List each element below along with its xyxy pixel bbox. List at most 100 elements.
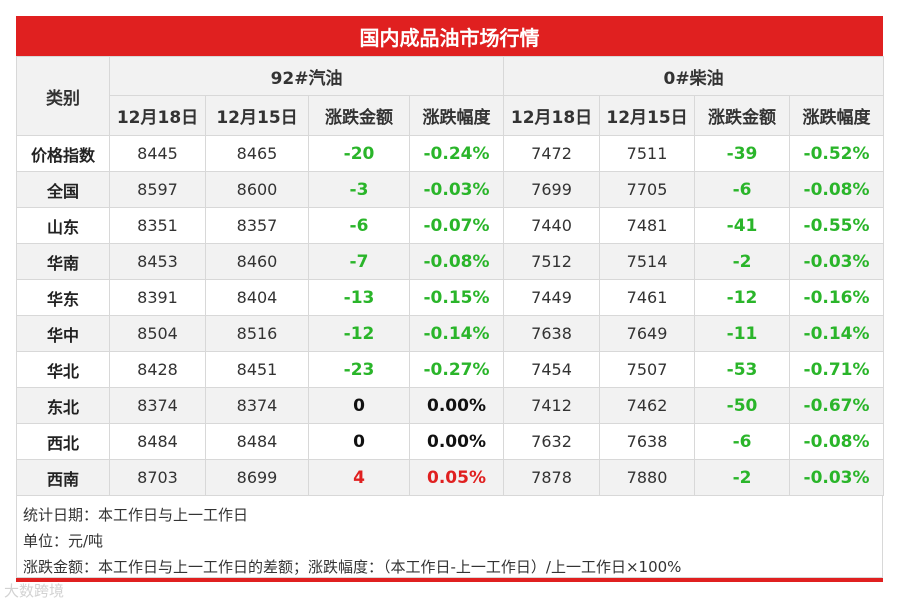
region-label: 华中 [16,315,110,352]
change-amount: -6 [694,171,791,208]
col-header: 12月18日 [503,95,601,136]
price-cell: 8374 [205,387,309,424]
change-percent: -0.55% [789,207,885,244]
change-percent: -0.16% [789,279,885,316]
region-label: 山东 [16,207,110,244]
price-cell: 7481 [599,207,696,244]
region-label: 西南 [16,459,110,496]
price-cell: 7699 [503,171,601,208]
change-percent: -0.03% [789,459,885,496]
table-row: 华南 8453 8460 -7 -0.08% 7512 7514 -2 -0.03% [16,243,885,280]
price-cell: 8484 [109,423,206,460]
price-cell: 7880 [599,459,696,496]
price-cell: 8374 [109,387,206,424]
change-percent: -0.03% [408,171,505,208]
price-cell: 8504 [109,315,206,352]
price-cell: 8404 [205,279,309,316]
change-amount: 0 [308,423,410,460]
change-percent: 0.05% [408,459,505,496]
change-percent: -0.03% [789,243,885,280]
change-amount: 0 [308,387,410,424]
price-cell: 8453 [109,243,206,280]
price-cell: 7705 [599,171,696,208]
price-cell: 7511 [599,135,696,172]
region-label: 西北 [16,423,110,460]
price-cell: 7638 [503,315,601,352]
price-cell: 8597 [109,171,206,208]
col-header: 涨跌金额 [694,95,791,136]
change-percent: -0.08% [789,171,885,208]
change-percent: -0.52% [789,135,885,172]
change-percent: -0.24% [408,135,505,172]
price-cell: 7412 [503,387,601,424]
table-title: 国内成品油市场行情 [16,16,883,56]
col-header: 涨跌金额 [308,95,410,136]
diesel-header: 0#柴油 [503,56,885,96]
region-label: 华北 [16,351,110,388]
region-label: 华南 [16,243,110,280]
price-cell: 8391 [109,279,206,316]
note-unit: 单位：元/吨 [23,532,104,550]
bottom-accent-line [16,578,883,582]
change-percent: -0.14% [408,315,505,352]
price-cell: 7461 [599,279,696,316]
price-cell: 8451 [205,351,309,388]
change-percent: -0.67% [789,387,885,424]
table-row: 山东 8351 8357 -6 -0.07% 7440 7481 -41 -0.55% [16,207,885,244]
region-label: 全国 [16,171,110,208]
price-cell: 8445 [109,135,206,172]
change-percent: 0.00% [408,387,505,424]
table-row: 华东 8391 8404 -13 -0.15% 7449 7461 -12 -0.16% [16,279,885,316]
price-cell: 8484 [205,423,309,460]
price-cell: 8703 [109,459,206,496]
price-cell: 7472 [503,135,601,172]
change-amount: -7 [308,243,410,280]
change-percent: -0.27% [408,351,505,388]
change-percent: -0.08% [789,423,885,460]
col-header: 12月15日 [599,95,696,136]
price-cell: 7649 [599,315,696,352]
price-cell: 8428 [109,351,206,388]
change-amount: -53 [694,351,791,388]
price-cell: 8357 [205,207,309,244]
price-cell: 7512 [503,243,601,280]
notes: 统计日期：本工作日与上一工作日 单位：元/吨 涨跌金额：本工作日与上一工作日的差… [16,496,883,578]
table-row: 西南 8703 8699 4 0.05% 7878 7880 -2 -0.03% [16,459,885,496]
note-date: 统计日期：本工作日与上一工作日 [23,506,249,524]
table-row: 西北 8484 8484 0 0.00% 7632 7638 -6 -0.08% [16,423,885,460]
change-amount: -3 [308,171,410,208]
col-header: 12月18日 [109,95,206,136]
table-row: 价格指数 8445 8465 -20 -0.24% 7472 7511 -39 -0.52% [16,135,885,172]
price-table: 类别 92#汽油 0#柴油 12月18日 12月15日 涨跌金额 涨跌幅度 12… [16,56,885,496]
change-amount: 4 [308,459,410,496]
change-percent: -0.07% [408,207,505,244]
change-amount: -20 [308,135,410,172]
watermark: 大数跨境 [4,582,65,600]
change-amount: -41 [694,207,791,244]
region-label: 东北 [16,387,110,424]
change-percent: 0.00% [408,423,505,460]
table-row: 全国 8597 8600 -3 -0.03% 7699 7705 -6 -0.08% [16,171,885,208]
change-amount: -50 [694,387,791,424]
price-cell: 8699 [205,459,309,496]
change-amount: -6 [694,423,791,460]
price-cell: 8600 [205,171,309,208]
price-cell: 7462 [599,387,696,424]
price-cell: 7514 [599,243,696,280]
price-cell: 8351 [109,207,206,244]
market-table-card: 国内成品油市场行情 类别 92#汽油 0#柴油 12月18日 12月15日 涨跌… [16,16,885,582]
price-cell: 8516 [205,315,309,352]
region-label: 华东 [16,279,110,316]
price-cell: 7440 [503,207,601,244]
change-percent: -0.15% [408,279,505,316]
change-amount: -12 [694,279,791,316]
table-body: 价格指数 8445 8465 -20 -0.24% 7472 7511 -39 -0.52% 全国… [16,135,885,496]
price-cell: 7507 [599,351,696,388]
change-amount: -39 [694,135,791,172]
price-cell: 7632 [503,423,601,460]
col-header: 12月15日 [205,95,309,136]
table-row: 东北 8374 8374 0 0.00% 7412 7462 -50 -0.67% [16,387,885,424]
change-percent: -0.71% [789,351,885,388]
table-row: 华北 8428 8451 -23 -0.27% 7454 7507 -53 -0.71% [16,351,885,388]
price-cell: 7638 [599,423,696,460]
